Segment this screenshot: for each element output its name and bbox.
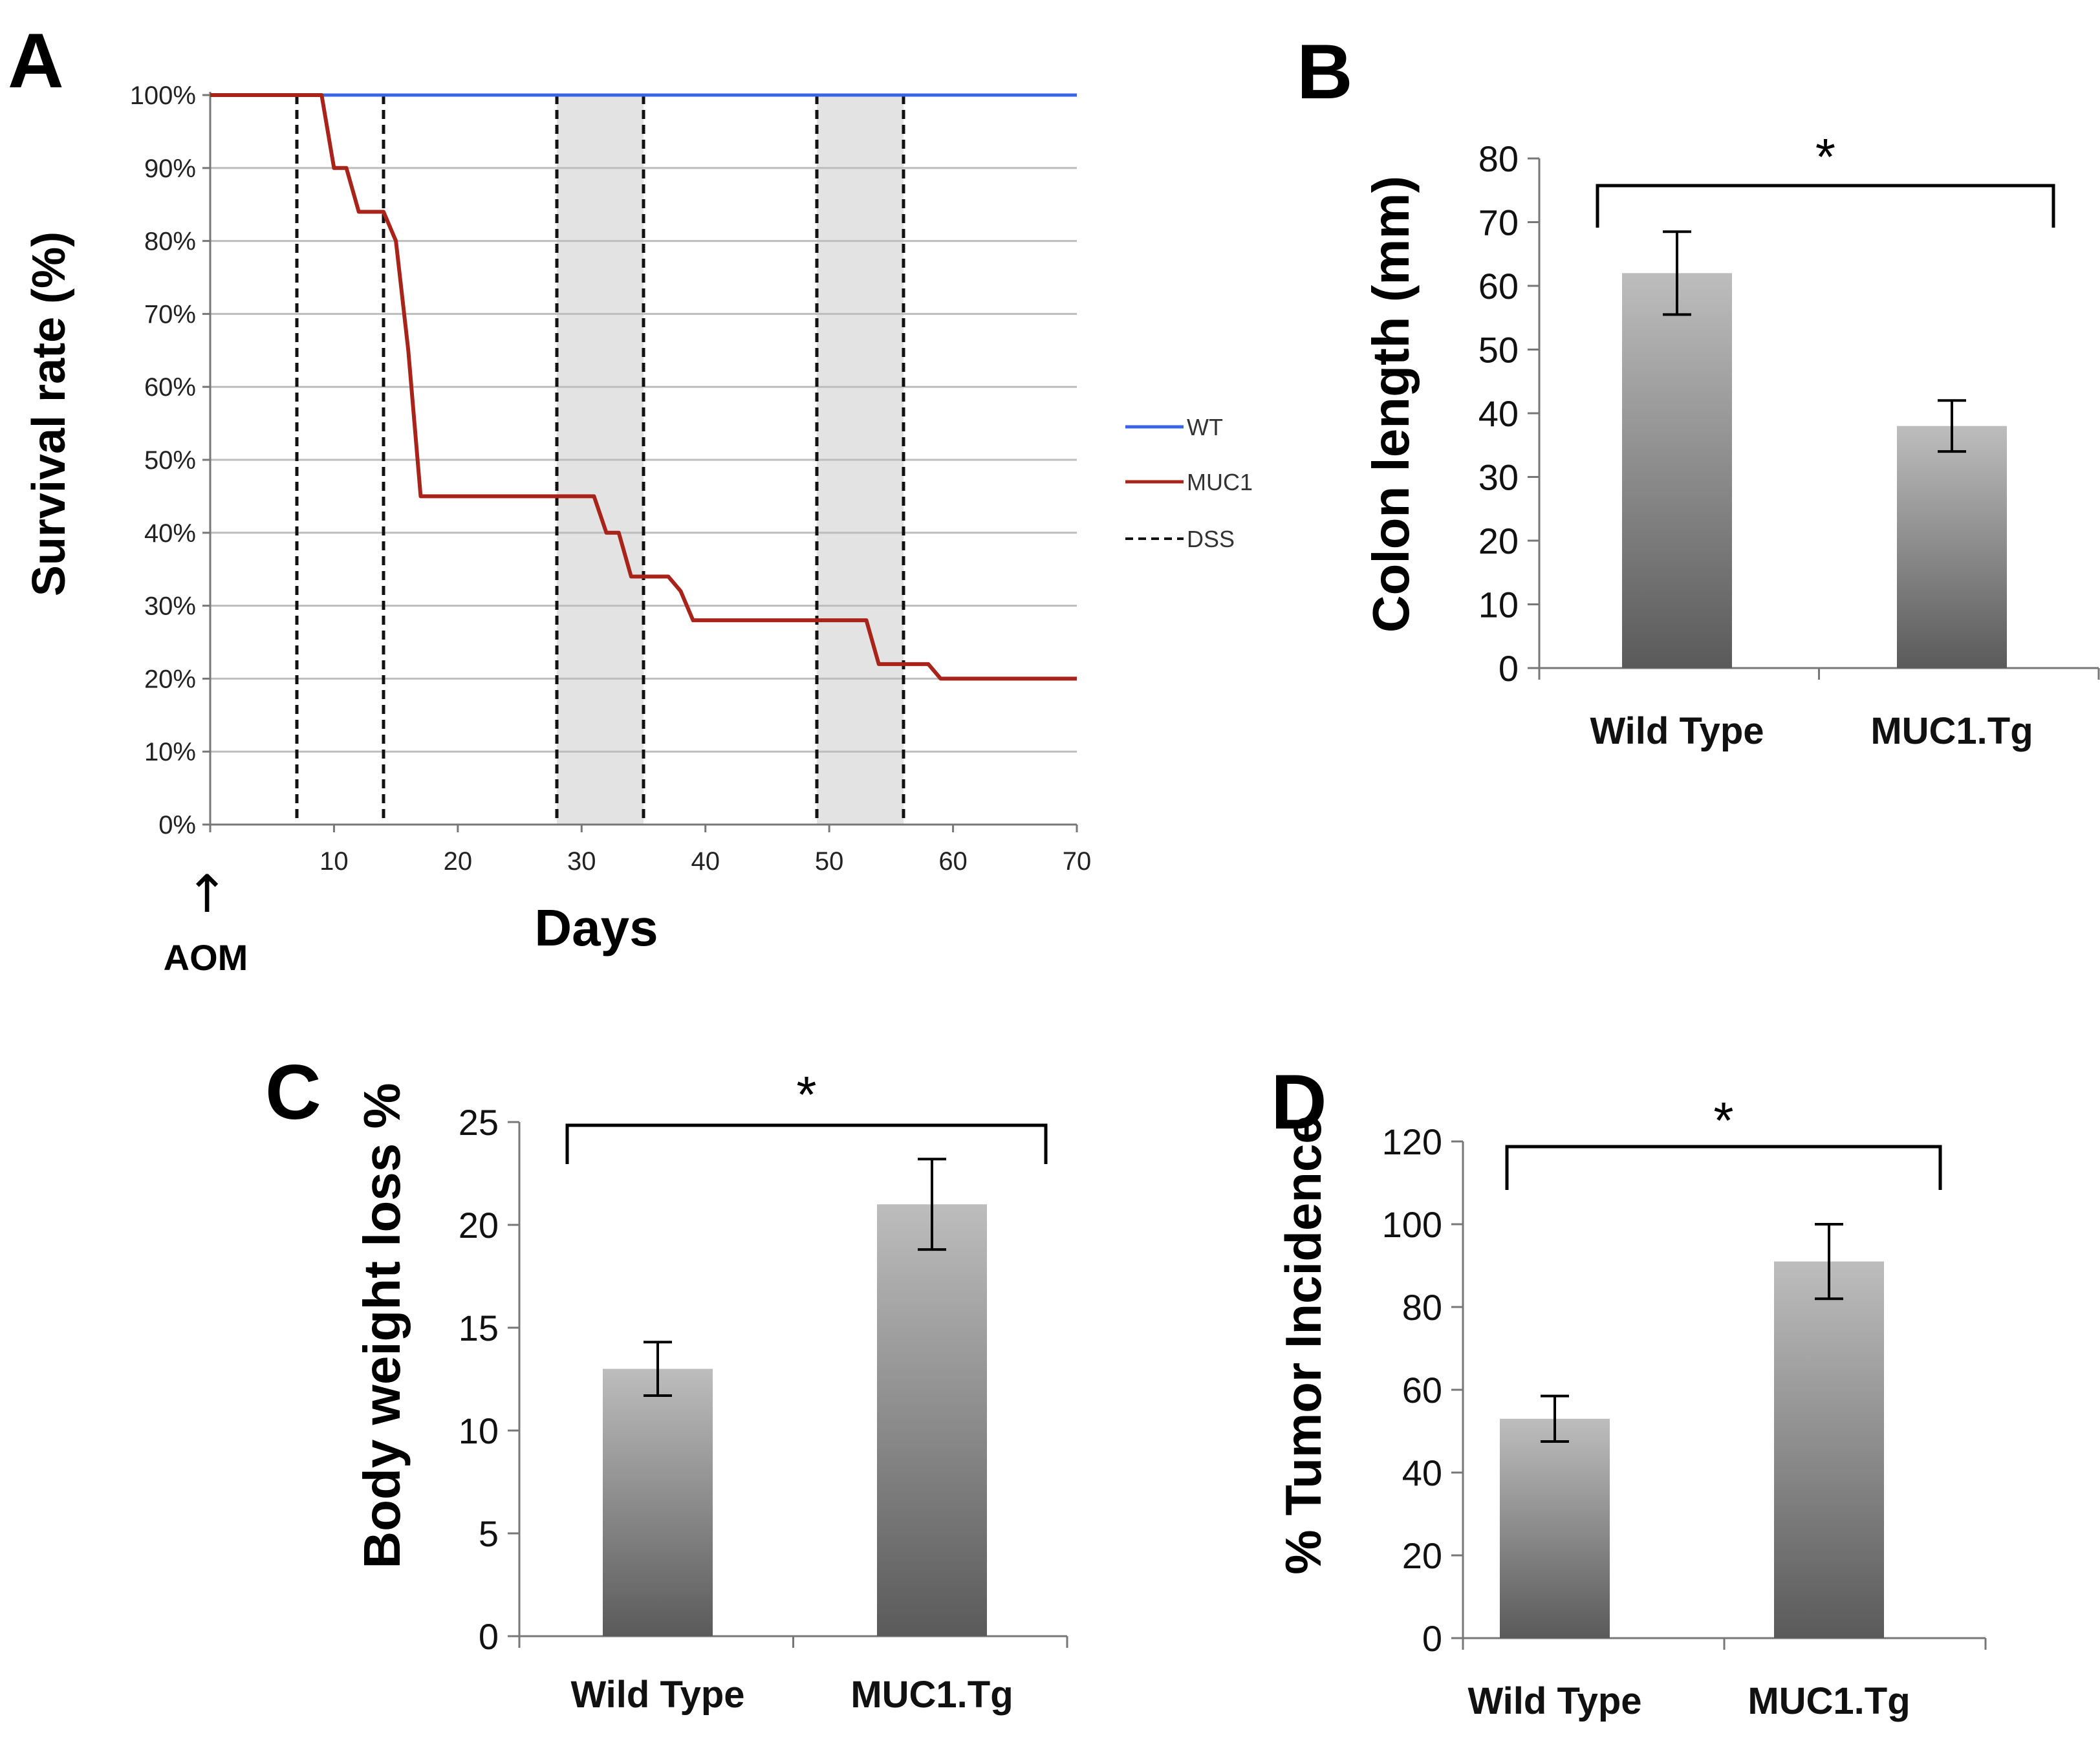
y-tick-label: 60 bbox=[1478, 266, 1519, 307]
category-label: Wild Type bbox=[570, 1674, 744, 1716]
bar-muc1-tg bbox=[877, 1204, 987, 1636]
category-label: MUC1.Tg bbox=[1870, 710, 2033, 752]
y-tick-label: 15 bbox=[459, 1308, 499, 1348]
x-axis-title: Days bbox=[534, 899, 658, 956]
y-tick-label: 120 bbox=[1382, 1121, 1442, 1162]
aom-arrow-icon: ↑ bbox=[185, 864, 228, 924]
significance-star: * bbox=[796, 1066, 816, 1123]
plot-area: 0 5 10 15 20 25 Wild Type MUC1.Tg * bbox=[459, 1066, 1068, 1716]
y-tick-label: 80 bbox=[1402, 1287, 1442, 1328]
panel-a-letter: A bbox=[8, 17, 64, 104]
x-tick-label: 70 bbox=[1063, 847, 1092, 876]
x-tick-label: 60 bbox=[938, 847, 968, 876]
y-tick-label: 0 bbox=[1422, 1618, 1442, 1659]
y-tick-label: 100% bbox=[130, 81, 196, 110]
y-tick-label: 0 bbox=[479, 1616, 499, 1657]
significance-bracket bbox=[1596, 184, 2055, 228]
axes bbox=[202, 92, 1078, 832]
y-tick-label: 40% bbox=[144, 519, 196, 548]
y-tick-label: 70 bbox=[1478, 202, 1519, 243]
x-tick-labels: 10 20 30 40 50 60 70 bbox=[319, 847, 1091, 876]
y-axis-title: Body weight loss % bbox=[353, 1083, 411, 1568]
y-tick-label: 20 bbox=[1402, 1535, 1442, 1576]
y-tick-label: 20 bbox=[459, 1205, 499, 1246]
y-tick-label: 10 bbox=[1478, 585, 1519, 625]
legend: WT MUC1 DSS bbox=[1125, 414, 1253, 552]
bar-wild-type bbox=[1500, 1418, 1610, 1638]
x-tick-label: 20 bbox=[444, 847, 473, 876]
category-label: MUC1.Tg bbox=[850, 1674, 1013, 1716]
legend-dss-label: DSS bbox=[1187, 526, 1235, 552]
x-tick-label: 30 bbox=[567, 847, 596, 876]
significance-star: * bbox=[1815, 128, 1835, 186]
y-tick-label: 25 bbox=[459, 1102, 499, 1143]
x-tick-label: 10 bbox=[319, 847, 349, 876]
y-tick-label: 20 bbox=[1478, 521, 1519, 561]
y-tick-label: 0% bbox=[158, 811, 196, 839]
significance-bracket bbox=[565, 1123, 1048, 1164]
panel-b-colon-length-chart: B Colon length (mm) 0 10 20 30 40 50 60 70 80 Wil… bbox=[1297, 28, 2100, 752]
bar-wild-type bbox=[603, 1368, 713, 1636]
y-axis-title: Survival rate (%) bbox=[23, 232, 75, 596]
panel-b-letter: B bbox=[1297, 28, 1353, 115]
category-label: Wild Type bbox=[1590, 710, 1764, 752]
panel-c-body-weight-chart: C Body weight loss % 0 5 10 15 20 25 Wild Type… bbox=[265, 1049, 1068, 1716]
y-tick-labels: 0% 10% 20% 30% 40% 50% 60% 70% 80% 90% 100% bbox=[130, 81, 196, 839]
y-tick-label: 0 bbox=[1499, 648, 1519, 689]
bar-wild-type bbox=[1622, 273, 1732, 668]
y-tick-label: 20% bbox=[144, 665, 196, 693]
x-tick-label: 40 bbox=[691, 847, 720, 876]
category-label: Wild Type bbox=[1467, 1680, 1641, 1722]
y-tick-label: 30 bbox=[1478, 457, 1519, 498]
series-lines bbox=[210, 93, 1077, 681]
legend-wt-label: WT bbox=[1187, 414, 1223, 440]
y-tick-label: 40 bbox=[1478, 393, 1519, 434]
panel-d-letter: D bbox=[1271, 1059, 1327, 1145]
x-tick-label: 50 bbox=[815, 847, 844, 876]
y-tick-label: 80 bbox=[1478, 138, 1519, 179]
panel-d-tumor-incidence-chart: D % Tumor Incidence 0 20 40 60 80 100 120 Wild … bbox=[1271, 1059, 1987, 1722]
significance-bracket bbox=[1505, 1145, 1942, 1190]
y-tick-label: 60 bbox=[1402, 1370, 1442, 1410]
aom-label: AOM bbox=[164, 937, 248, 978]
y-tick-label: 90% bbox=[144, 155, 196, 183]
y-axis-title: Colon length (mm) bbox=[1362, 176, 1420, 633]
legend-muc1-label: MUC1 bbox=[1187, 469, 1253, 495]
y-axis-title: % Tumor Incidence bbox=[1275, 1116, 1332, 1574]
y-tick-label: 50 bbox=[1478, 330, 1519, 371]
series-muc1-line bbox=[210, 93, 1077, 681]
panel-a-survival-chart: A 0% 10% 20% 30% 40% 50% 60% 70% 80% 90% 100% 10 20… bbox=[8, 17, 1253, 978]
y-tick-label: 5 bbox=[479, 1513, 499, 1554]
y-tick-label: 40 bbox=[1402, 1453, 1442, 1493]
y-tick-label: 30% bbox=[144, 592, 196, 621]
y-tick-label: 60% bbox=[144, 373, 196, 402]
category-label: MUC1.Tg bbox=[1748, 1680, 1910, 1722]
panel-c-letter: C bbox=[265, 1049, 321, 1136]
plot-area: 0 20 40 60 80 100 120 Wild Type MUC1.Tg * bbox=[1382, 1092, 1987, 1722]
y-tick-label: 80% bbox=[144, 228, 196, 256]
bar-muc1-tg bbox=[1774, 1261, 1884, 1638]
plot-area: 0 10 20 30 40 50 60 70 80 Wild Type MUC1.Tg * bbox=[1478, 128, 2100, 752]
y-tick-label: 10 bbox=[459, 1410, 499, 1451]
y-tick-label: 50% bbox=[144, 446, 196, 475]
y-tick-label: 100 bbox=[1382, 1204, 1442, 1245]
y-tick-label: 70% bbox=[144, 300, 196, 329]
significance-star: * bbox=[1713, 1092, 1733, 1149]
y-tick-label: 10% bbox=[144, 738, 196, 766]
bar-muc1-tg bbox=[1897, 426, 2007, 668]
